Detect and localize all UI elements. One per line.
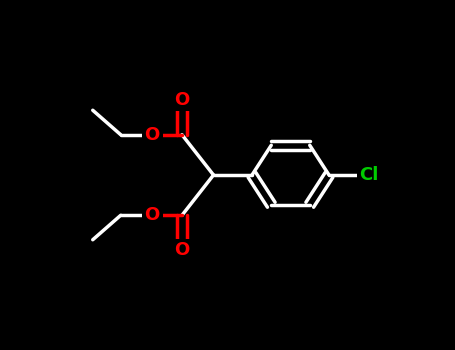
Text: Cl: Cl: [359, 166, 379, 184]
Text: O: O: [174, 241, 190, 259]
Text: O: O: [145, 206, 160, 224]
Text: O: O: [174, 91, 190, 109]
Text: O: O: [145, 126, 160, 144]
